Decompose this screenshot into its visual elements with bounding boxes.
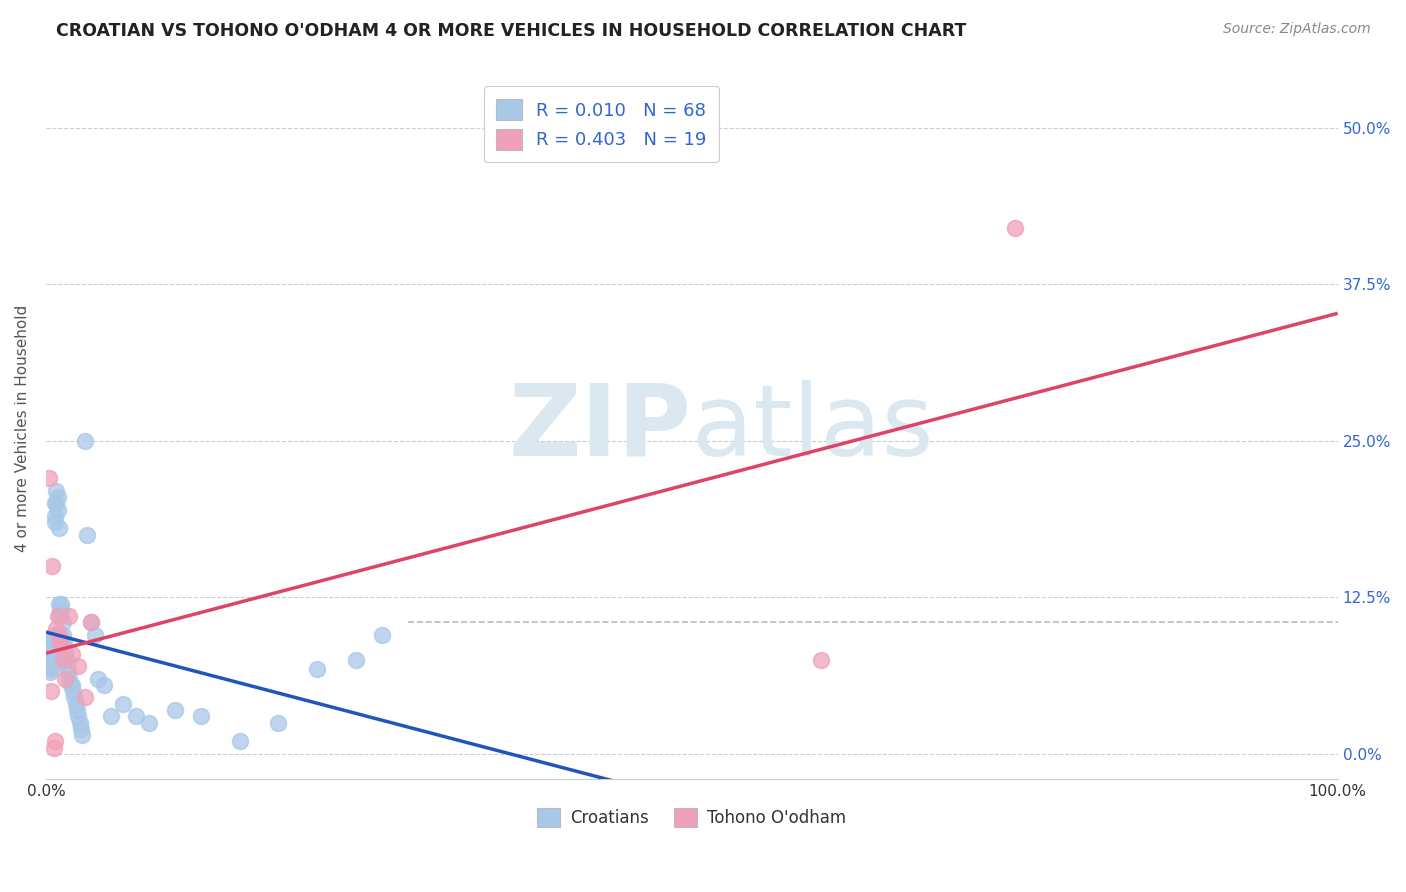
Point [307, 662, 329, 676]
Point [53, 640, 76, 655]
Point [38, 665, 60, 680]
Point [165, 703, 187, 717]
Point [45, 622, 67, 636]
Point [51, 603, 73, 617]
Point [73, 690, 96, 705]
Point [51, 640, 73, 655]
Point [48, 597, 70, 611]
Point [55, 653, 77, 667]
Point [53, 649, 76, 664]
Point [41, 634, 63, 648]
Point [39, 662, 62, 676]
Point [138, 715, 160, 730]
Point [38, 647, 60, 661]
Point [80, 615, 103, 630]
Point [344, 653, 367, 667]
Point [228, 734, 250, 748]
Point [73, 434, 96, 448]
Point [53, 644, 76, 658]
Point [810, 653, 832, 667]
Point [93, 678, 115, 692]
Point [58, 609, 80, 624]
Point [44, 508, 66, 523]
Point [41, 653, 63, 667]
Point [42, 647, 65, 661]
Point [70, 728, 93, 742]
Point [53, 672, 76, 686]
Point [65, 697, 87, 711]
Point [46, 637, 69, 651]
Point [42, 740, 65, 755]
Point [84, 628, 107, 642]
Point [39, 657, 62, 671]
Point [44, 734, 66, 748]
Legend: Croatians, Tohono O'odham: Croatians, Tohono O'odham [530, 801, 853, 834]
Point [67, 709, 90, 723]
Point [67, 659, 90, 673]
Text: CROATIAN VS TOHONO O'ODHAM 4 OR MORE VEHICLES IN HOUSEHOLD CORRELATION CHART: CROATIAN VS TOHONO O'ODHAM 4 OR MORE VEH… [56, 22, 966, 40]
Point [48, 628, 70, 642]
Point [46, 502, 69, 516]
Point [66, 703, 89, 717]
Point [38, 471, 60, 485]
Point [49, 603, 72, 617]
Point [38, 659, 60, 673]
Text: Source: ZipAtlas.com: Source: ZipAtlas.com [1223, 22, 1371, 37]
Point [52, 615, 75, 630]
Point [41, 558, 63, 573]
Point [112, 697, 135, 711]
Point [62, 684, 84, 698]
Point [55, 659, 77, 673]
Point [45, 628, 67, 642]
Point [60, 647, 83, 661]
Point [51, 597, 73, 611]
Point [46, 609, 69, 624]
Point [80, 615, 103, 630]
Point [371, 628, 394, 642]
Point [49, 634, 72, 648]
Point [52, 653, 75, 667]
Point [125, 709, 148, 723]
Point [70, 722, 93, 736]
Point [53, 634, 76, 648]
Point [42, 628, 65, 642]
Point [45, 496, 67, 510]
Point [1004, 220, 1026, 235]
Point [48, 521, 70, 535]
Point [44, 515, 66, 529]
Point [267, 715, 290, 730]
Point [44, 496, 66, 510]
Point [63, 690, 86, 705]
Point [60, 678, 83, 692]
Y-axis label: 4 or more Vehicles in Household: 4 or more Vehicles in Household [15, 304, 30, 552]
Point [39, 684, 62, 698]
Point [58, 672, 80, 686]
Text: atlas: atlas [692, 380, 934, 476]
Point [69, 715, 91, 730]
Point [52, 628, 75, 642]
Point [56, 665, 79, 680]
Point [48, 628, 70, 642]
Text: ZIP: ZIP [509, 380, 692, 476]
Point [46, 490, 69, 504]
Point [39, 649, 62, 664]
Point [37, 640, 59, 655]
Point [38, 653, 60, 667]
Point [86, 672, 108, 686]
Point [42, 637, 65, 651]
Point [45, 483, 67, 498]
Point [190, 709, 212, 723]
Point [100, 709, 122, 723]
Point [41, 644, 63, 658]
Point [49, 609, 72, 624]
Point [38, 653, 60, 667]
Point [76, 527, 98, 541]
Point [59, 678, 82, 692]
